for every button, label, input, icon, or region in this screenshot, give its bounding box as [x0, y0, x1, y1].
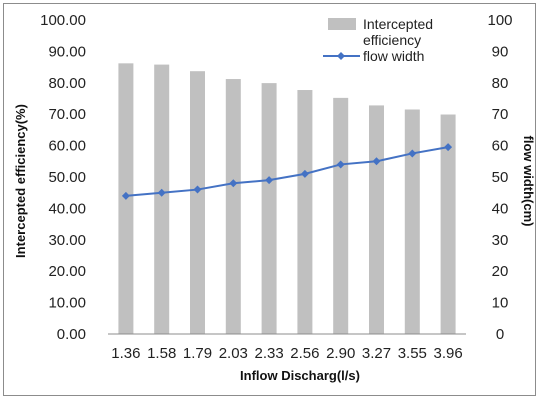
bar: [333, 97, 349, 334]
y-left-tick-label: 50.00: [48, 169, 86, 186]
y-right-tick-label: 30: [492, 232, 509, 249]
y-right-axis-title: flow width(cm): [521, 136, 536, 227]
line-point: [408, 149, 417, 158]
x-tick-label: 1.58: [147, 345, 176, 362]
line-point: [336, 160, 345, 169]
line-point: [193, 185, 202, 194]
line-point: [265, 176, 274, 185]
line-point: [229, 179, 238, 188]
y-left-tick-label: 20.00: [48, 263, 86, 280]
legend: Intercepted efficiency flow width: [323, 16, 433, 64]
bar: [154, 64, 170, 334]
bar: [369, 105, 384, 335]
y-left-tick-label: 80.00: [48, 75, 86, 92]
y-left-tick-label: 90.00: [48, 43, 86, 60]
line-point: [157, 188, 166, 197]
y-left-tick-label: 100.00: [40, 12, 86, 29]
x-axis-title: Inflow Discharg(l/s): [240, 368, 360, 383]
legend-bar-label-line2: efficiency: [363, 32, 421, 48]
y-right-ticks: 0 10 20 30 40 50 60 70 80 90 100: [487, 12, 512, 343]
y-right-tick-label: 0: [496, 326, 504, 343]
y-right-tick-label: 70: [492, 106, 509, 123]
x-tick-label: 2.03: [219, 345, 248, 362]
bar: [297, 90, 313, 334]
series-line: [125, 146, 449, 197]
x-tick-label: 3.55: [398, 345, 427, 362]
y-right-tick-label: 90: [492, 43, 509, 60]
legend-line-label: flow width: [363, 48, 424, 64]
bar: [190, 71, 205, 334]
bar: [404, 109, 420, 335]
x-ticks: 1.36 1.58 1.79 2.03 2.33 2.56 2.90 3.27 3.55 3.96: [111, 345, 462, 362]
y-left-tick-label: 40.00: [48, 200, 86, 217]
y-left-tick-label: 60.00: [48, 138, 86, 155]
y-left-tick-label: 0.00: [57, 326, 86, 343]
x-tick-label: 1.79: [183, 345, 212, 362]
bar: [261, 83, 277, 334]
y-right-tick-label: 40: [492, 200, 509, 217]
y-right-tick-label: 100: [487, 12, 512, 29]
y-right-tick-label: 80: [492, 75, 509, 92]
y-left-tick-label: 30.00: [48, 232, 86, 249]
x-tick-label: 2.90: [326, 345, 355, 362]
y-right-tick-label: 60: [492, 138, 509, 155]
line-point: [300, 169, 309, 178]
y-left-axis-title: Intercepted efficiency(%): [13, 104, 28, 258]
line-point: [444, 143, 453, 152]
y-left-tick-label: 70.00: [48, 106, 86, 123]
x-tick-label: 2.56: [290, 345, 319, 362]
legend-line-marker: [337, 52, 345, 60]
bar: [225, 79, 241, 334]
legend-bar-swatch: [328, 18, 356, 30]
y-right-tick-label: 20: [492, 263, 509, 280]
line-point: [372, 157, 381, 166]
y-left-tick-label: 10.00: [48, 295, 86, 312]
x-tick-label: 2.33: [254, 345, 283, 362]
y-left-ticks: 0.00 10.00 20.00 30.00 40.00 50.00 60.00 70.00 8…: [40, 12, 86, 343]
line-point: [121, 191, 130, 200]
y-right-tick-label: 10: [492, 295, 509, 312]
x-tick-label: 1.36: [111, 345, 140, 362]
line-layer: [121, 143, 453, 200]
legend-bar-label-line1: Intercepted: [363, 16, 433, 32]
x-tick-label: 3.96: [433, 345, 462, 362]
bars-layer: [118, 63, 456, 335]
x-tick-label: 3.27: [362, 345, 391, 362]
bar: [440, 114, 456, 334]
y-right-tick-label: 50: [492, 169, 509, 186]
